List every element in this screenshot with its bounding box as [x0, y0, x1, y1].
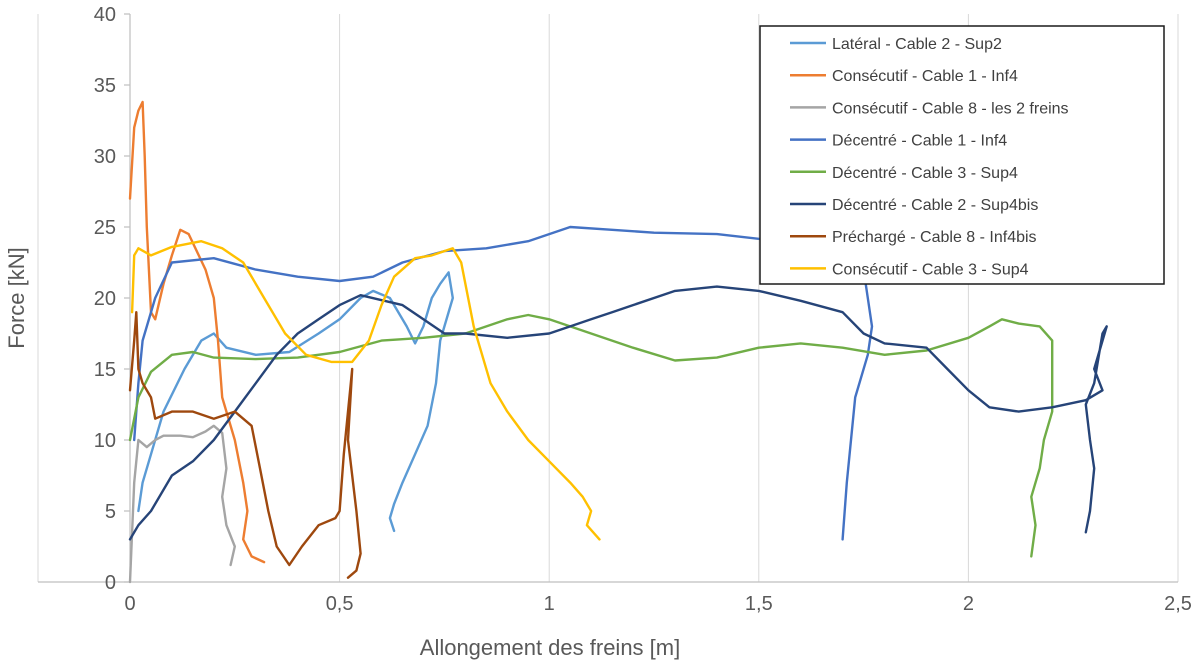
legend-entry: Décentré - Cable 3 - Sup4 — [832, 165, 1018, 182]
legend-entry: Décentré - Cable 1 - Inf4 — [832, 133, 1007, 150]
series-line-1 — [137, 271, 454, 533]
y-tick-label: 20 — [94, 288, 116, 310]
axes — [38, 13, 1178, 583]
legend-box — [759, 25, 1165, 285]
y-tick-label: 10 — [94, 430, 116, 452]
x-axis-title: Allongement des freins [m] — [420, 635, 680, 660]
series-line-3 — [128, 424, 236, 584]
series-line-6 — [128, 285, 1108, 541]
series-line-5 — [128, 313, 1054, 558]
series-lines — [128, 100, 1108, 584]
legend: Latéral - Cable 2 - Sup2 Consécutif - Cab… — [759, 25, 1165, 285]
series-line-7 — [128, 311, 362, 579]
tick-labels: 0 0,5 1 1,5 2 2,5 0 5 10 15 20 25 30 35 40 — [94, 4, 1192, 615]
x-tick-label: 1,5 — [745, 593, 773, 615]
legend-entry: Consécutif - Cable 8 - les 2 freins — [832, 100, 1069, 117]
x-tick-label: 0 — [124, 593, 135, 615]
legend-entry: Consécutif - Cable 3 - Sup4 — [832, 261, 1029, 278]
x-tick-label: 2,5 — [1164, 593, 1192, 615]
y-tick-label: 0 — [105, 572, 116, 594]
legend-entry: Préchargé - Cable 8 - Inf4bis — [832, 229, 1037, 246]
legend-entry: Latéral - Cable 2 - Sup2 — [832, 36, 1002, 53]
legend-entry: Décentré - Cable 2 - Sup4bis — [832, 197, 1038, 214]
y-tick-label: 5 — [105, 501, 116, 523]
y-axis-title: Force [kN] — [4, 247, 29, 348]
legend-entry: Consécutif - Cable 1 - Inf4 — [832, 68, 1018, 85]
y-tick-label: 30 — [94, 146, 116, 168]
y-tick-label: 40 — [94, 4, 116, 26]
x-tick-label: 2 — [963, 593, 974, 615]
series-line-8 — [130, 240, 601, 541]
y-tick-label: 15 — [94, 359, 116, 381]
x-tick-label: 1 — [544, 593, 555, 615]
series-line-2 — [128, 100, 266, 564]
y-tick-label: 25 — [94, 217, 116, 239]
y-tick-label: 35 — [94, 75, 116, 97]
x-tick-label: 0,5 — [326, 593, 354, 615]
